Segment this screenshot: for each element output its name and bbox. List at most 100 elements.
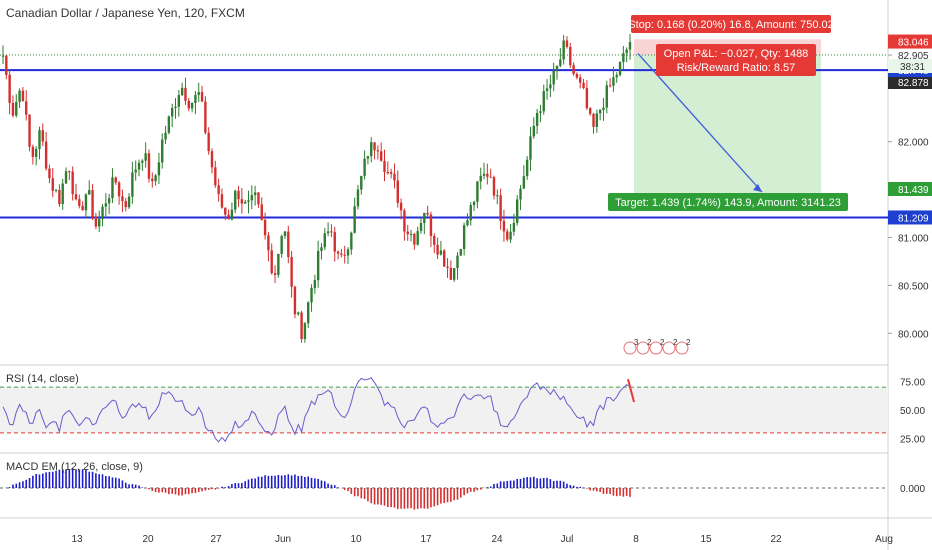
candle-body bbox=[446, 266, 449, 268]
candle-body bbox=[585, 88, 589, 109]
chart-title: Canadian Dollar / Japanese Yen, 120, FXC… bbox=[6, 6, 245, 20]
candle-body bbox=[224, 207, 227, 215]
price-tag: 81.439 bbox=[898, 185, 929, 196]
candle-body bbox=[41, 130, 45, 142]
price-tick-label: 80.000 bbox=[898, 329, 929, 340]
candle-body bbox=[217, 185, 220, 195]
target-label: Target: 1.439 (1.74%) 143.9, Amount: 314… bbox=[615, 197, 841, 209]
candle-body bbox=[608, 85, 612, 87]
time-tick-label: 22 bbox=[770, 534, 782, 545]
candle-body bbox=[569, 46, 572, 66]
candle-body bbox=[207, 132, 210, 152]
candle-body bbox=[333, 232, 336, 252]
candle-body bbox=[28, 114, 31, 147]
candle-body bbox=[277, 253, 280, 275]
candle-body bbox=[628, 42, 632, 50]
event-marker-label: 3 bbox=[634, 338, 639, 347]
candle-body bbox=[622, 53, 625, 62]
candle-body bbox=[124, 201, 127, 208]
candle-body bbox=[137, 162, 141, 170]
projection-arrow bbox=[637, 53, 763, 193]
time-tick-label: 10 bbox=[350, 534, 362, 545]
candle-body bbox=[243, 201, 247, 204]
price-tag-bg bbox=[888, 182, 932, 196]
rsi-title: RSI (14, close) bbox=[6, 373, 79, 385]
candle-body bbox=[31, 146, 35, 157]
candle-body bbox=[516, 199, 519, 223]
candle-body bbox=[230, 209, 234, 220]
candle-body bbox=[64, 171, 68, 184]
price-tick-label: 80.500 bbox=[898, 281, 929, 292]
candle-body bbox=[413, 233, 416, 245]
candle-body bbox=[78, 199, 81, 206]
time-tick-label: 17 bbox=[420, 534, 432, 545]
candle-body bbox=[552, 70, 555, 85]
candle-body bbox=[117, 182, 121, 197]
rsi-drop-mark bbox=[627, 378, 635, 403]
candle-body bbox=[462, 225, 466, 250]
rsi-tick-label: 25.00 bbox=[900, 435, 925, 446]
candle-body bbox=[107, 198, 111, 204]
candle-body bbox=[379, 151, 383, 161]
candle-body bbox=[48, 168, 51, 179]
candle-body bbox=[210, 151, 214, 168]
candle-body bbox=[416, 231, 419, 245]
candle-body bbox=[489, 176, 492, 178]
event-marker bbox=[675, 341, 689, 355]
candle-body bbox=[469, 205, 472, 221]
candle-body bbox=[290, 257, 293, 287]
candle-body bbox=[114, 177, 117, 183]
time-tick-label: 15 bbox=[700, 534, 712, 545]
candle-body bbox=[91, 190, 94, 217]
candle-body bbox=[257, 192, 260, 205]
candle-body bbox=[58, 189, 61, 205]
rsi-tick-label: 50.00 bbox=[900, 406, 925, 417]
candle-body bbox=[439, 250, 443, 255]
candle-body bbox=[71, 171, 74, 195]
candle-body bbox=[297, 312, 300, 315]
candle-body bbox=[237, 190, 240, 200]
candle-body bbox=[482, 173, 486, 176]
candle-body bbox=[273, 273, 277, 275]
candle-body bbox=[555, 65, 559, 71]
candle-body bbox=[429, 214, 433, 237]
candle-body bbox=[376, 150, 380, 152]
stop-label-bg bbox=[631, 15, 831, 33]
candle-body bbox=[184, 87, 187, 101]
candle-body bbox=[403, 210, 406, 232]
candle-body bbox=[602, 107, 605, 110]
candle-body bbox=[61, 183, 64, 205]
candle-body bbox=[426, 212, 429, 215]
price-tick-label: 81.000 bbox=[898, 233, 929, 244]
event-marker bbox=[649, 341, 663, 355]
candle-body bbox=[605, 85, 608, 108]
candle-body bbox=[316, 250, 320, 281]
candle-body bbox=[38, 130, 41, 149]
candle-body bbox=[350, 232, 353, 250]
candle-body bbox=[313, 280, 317, 288]
stop-label: Stop: 0.168 (0.20%) 16.8, Amount: 750.02 bbox=[628, 19, 833, 31]
candle-body bbox=[147, 153, 151, 179]
candle-body bbox=[459, 249, 463, 256]
candle-body bbox=[539, 111, 542, 113]
candle-body bbox=[363, 158, 366, 176]
candle-body bbox=[204, 101, 207, 133]
candle-body bbox=[542, 91, 545, 112]
time-tick-label: Jul bbox=[561, 534, 574, 545]
candle-body bbox=[479, 175, 482, 182]
candle-body bbox=[360, 175, 363, 190]
candle-body bbox=[141, 160, 144, 163]
candle-body bbox=[98, 218, 101, 227]
candle-body bbox=[320, 247, 323, 251]
candle-body bbox=[582, 82, 585, 89]
target-label-bg bbox=[608, 193, 848, 211]
candle-body bbox=[240, 199, 244, 204]
candle-body bbox=[499, 195, 502, 221]
candle-body bbox=[370, 142, 373, 157]
candle-body bbox=[615, 74, 618, 78]
time-tick-label: 13 bbox=[71, 534, 83, 545]
candle-body bbox=[263, 219, 267, 236]
candle-body bbox=[525, 159, 529, 177]
candle-body bbox=[154, 175, 157, 182]
